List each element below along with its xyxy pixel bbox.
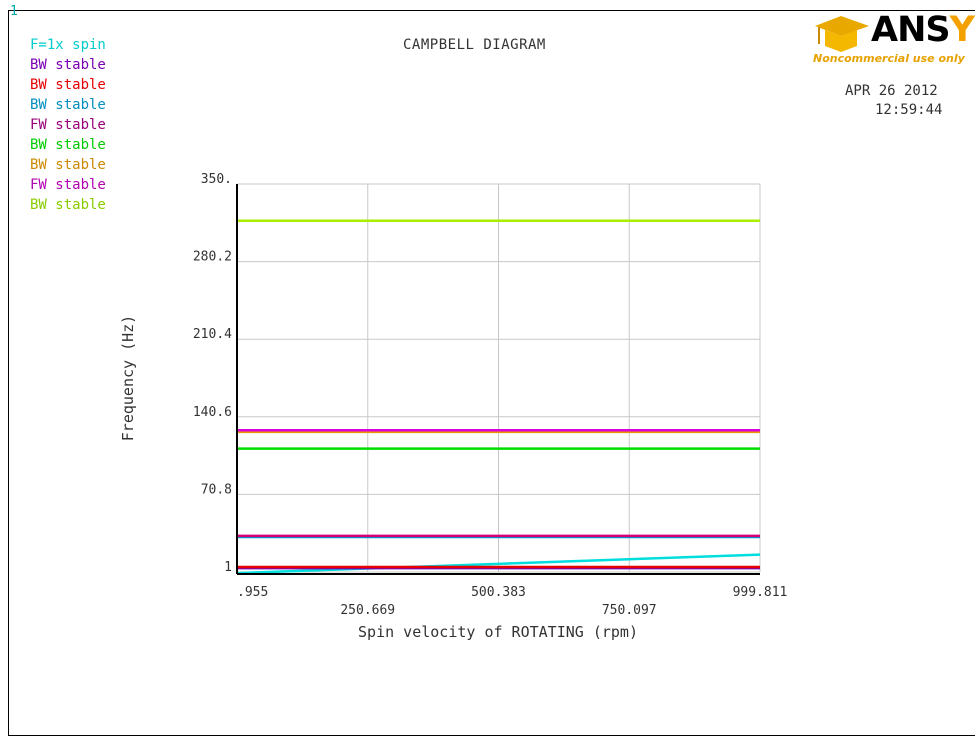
- x-tick-label: 500.383: [471, 585, 526, 600]
- legend-entry: F=1x spin: [30, 37, 106, 53]
- legend-entry: BW stable: [30, 97, 106, 113]
- y-axis-label: Frequency (Hz): [119, 315, 137, 441]
- x-tick-label: 250.669: [340, 603, 395, 618]
- axes: [236, 184, 760, 575]
- x-tick-label: 750.097: [602, 603, 657, 618]
- y-tick-label: 280.2: [193, 250, 232, 265]
- legend-entry: FW stable: [30, 177, 106, 193]
- tick-labels: 1 70.8 140.6 210.4 280.2 350. .955 250.669 500.3…: [193, 172, 788, 618]
- y-tick-label: 1: [224, 560, 232, 575]
- x-axis-label: Spin velocity of ROTATING (rpm): [358, 623, 638, 641]
- date-label: APR 26 2012: [845, 83, 938, 99]
- y-tick-label: 70.8: [201, 482, 232, 497]
- legend-entry: BW stable: [30, 157, 106, 173]
- chart-title: CAMPBELL DIAGRAM: [403, 37, 546, 53]
- x-tick-label: .955: [237, 585, 268, 600]
- ansys-logo: ANSYS Noncommercial use only: [811, 12, 975, 72]
- legend-entry: BW stable: [30, 77, 106, 93]
- legend-entry: BW stable: [30, 57, 106, 73]
- series-lines: [236, 219, 761, 575]
- legend-entry: BW stable: [30, 137, 106, 153]
- plot-window-frame: [8, 10, 975, 736]
- y-tick-label: 350.: [201, 172, 232, 187]
- window-number: 1: [10, 4, 18, 19]
- noncommercial-note: Noncommercial use only: [813, 52, 965, 65]
- mortarboard-icon: [815, 16, 869, 52]
- x-tick-label: 999.811: [733, 585, 788, 600]
- logo-wordmark: ANSYS: [871, 12, 975, 50]
- time-label: 12:59:44: [875, 102, 943, 118]
- grid: [236, 183, 761, 573]
- legend: F=1x spin BW stable BW stable BW stable FW s…: [30, 35, 106, 215]
- legend-entry: BW stable: [30, 197, 106, 213]
- y-tick-label: 140.6: [193, 405, 232, 420]
- series-line: [236, 553, 761, 575]
- y-tick-label: 210.4: [193, 327, 232, 342]
- legend-entry: FW stable: [30, 117, 106, 133]
